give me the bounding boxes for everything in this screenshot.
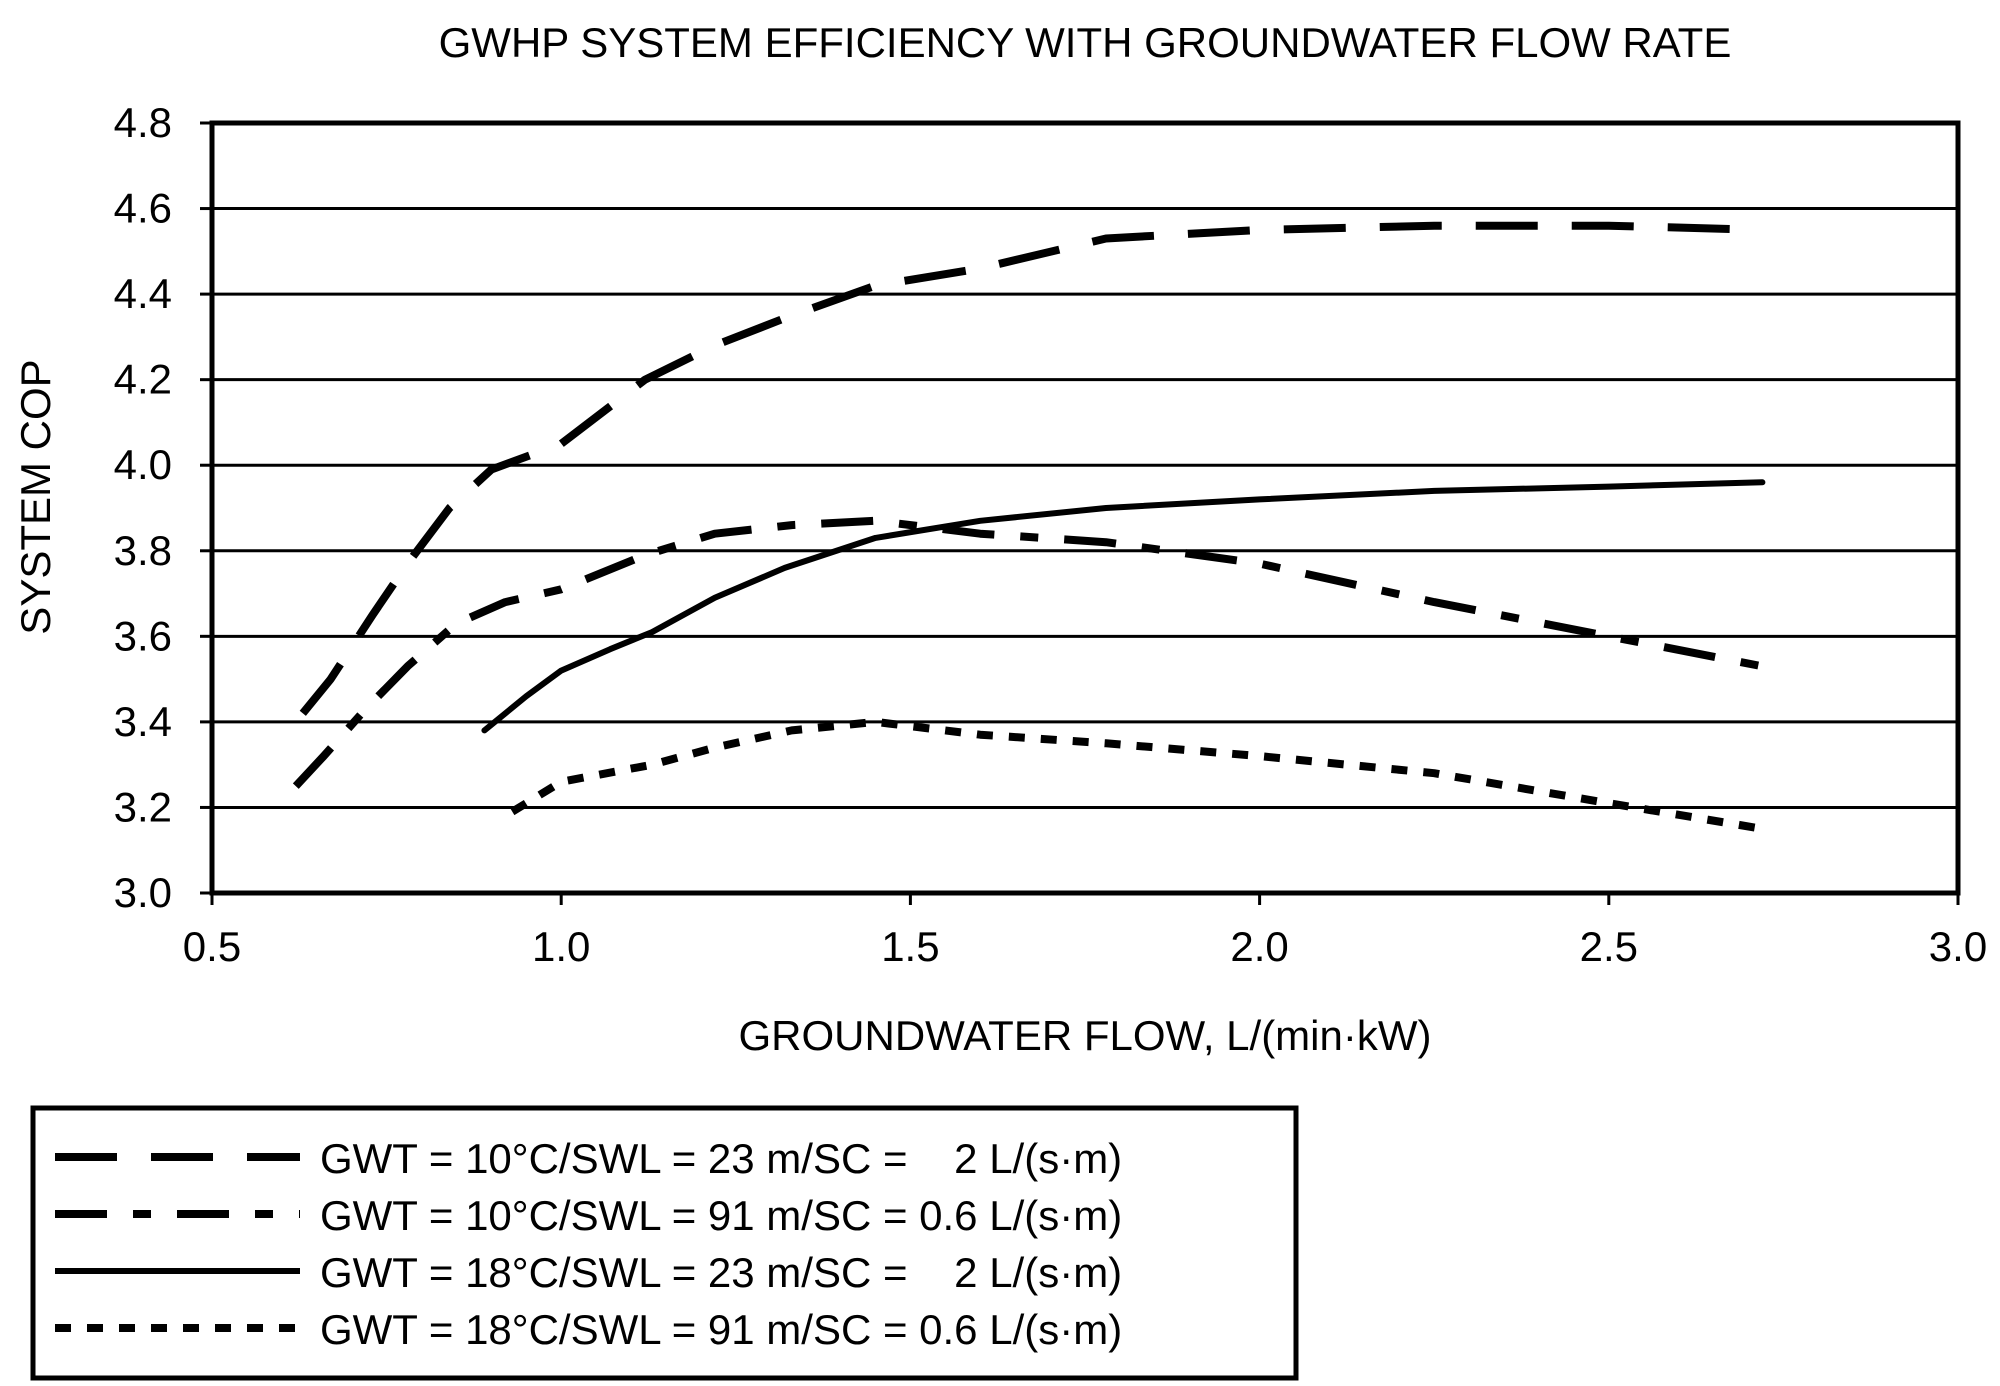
x-tick-label-0: 0.5 bbox=[183, 923, 241, 970]
y-tick-label-4: 3.8 bbox=[114, 527, 172, 574]
x-axis: 0.5 1.0 1.5 2.0 2.5 3.0 bbox=[183, 893, 1987, 970]
series-line-0 bbox=[299, 221, 1763, 716]
y-tick-label-5: 4.0 bbox=[114, 441, 172, 488]
y-tick-label-2: 3.4 bbox=[114, 698, 172, 745]
x-axis-label: GROUNDWATER FLOW, L/(min·kW) bbox=[739, 1012, 1432, 1059]
y-tick-label-3: 3.6 bbox=[114, 612, 172, 659]
y-tick-label-0: 3.0 bbox=[114, 869, 172, 916]
y-tick-label-8: 4.6 bbox=[114, 185, 172, 232]
y-tick-label-1: 3.2 bbox=[114, 783, 172, 830]
x-tick-label-1: 1.0 bbox=[532, 923, 590, 970]
legend-box bbox=[30, 1105, 1299, 1381]
legend: GWT = 10°C/SWL = 23 m/SC = 2 L/(s·m) GWT … bbox=[30, 1105, 1299, 1381]
x-tick-label-5: 3.0 bbox=[1929, 923, 1987, 970]
legend-label-2: GWT = 18°C/SWL = 23 m/SC = 2 L/(s·m) bbox=[320, 1249, 1122, 1296]
series-line-3 bbox=[510, 717, 1764, 833]
y-axis: 3.0 3.2 3.4 3.6 3.8 4.0 4.2 4.4 4.6 4.8 bbox=[114, 99, 212, 916]
legend-label-0: GWT = 10°C/SWL = 23 m/SC = 2 L/(s·m) bbox=[320, 1135, 1122, 1182]
legend-label-3: GWT = 18°C/SWL = 91 m/SC = 0.6 L/(s·m) bbox=[320, 1306, 1122, 1353]
chart-title: GWHP SYSTEM EFFICIENCY WITH GROUNDWATER … bbox=[439, 19, 1732, 66]
y-tick-label-6: 4.2 bbox=[114, 356, 172, 403]
y-tick-label-9: 4.8 bbox=[114, 99, 172, 146]
x-tick-label-2: 1.5 bbox=[881, 923, 939, 970]
x-tick-label-3: 2.0 bbox=[1230, 923, 1288, 970]
series-lines bbox=[292, 221, 1766, 833]
x-tick-label-4: 2.5 bbox=[1580, 923, 1638, 970]
series-line-2 bbox=[481, 479, 1766, 734]
y-tick-label-7: 4.4 bbox=[114, 270, 172, 317]
legend-label-1: GWT = 10°C/SWL = 91 m/SC = 0.6 L/(s·m) bbox=[320, 1192, 1122, 1239]
y-axis-label: SYSTEM COP bbox=[12, 359, 59, 634]
series-line-1 bbox=[292, 516, 1764, 789]
plot-frame bbox=[209, 120, 1961, 896]
